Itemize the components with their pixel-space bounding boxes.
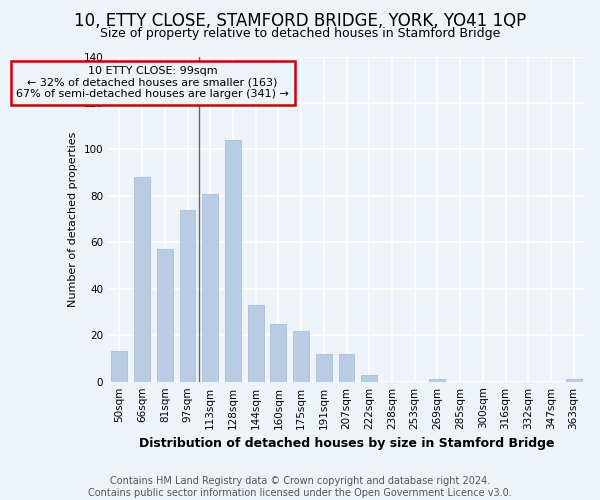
Text: Size of property relative to detached houses in Stamford Bridge: Size of property relative to detached ho… — [100, 28, 500, 40]
Text: 10 ETTY CLOSE: 99sqm
← 32% of detached houses are smaller (163)
67% of semi-deta: 10 ETTY CLOSE: 99sqm ← 32% of detached h… — [16, 66, 289, 100]
Bar — [134, 178, 150, 382]
Text: 10, ETTY CLOSE, STAMFORD BRIDGE, YORK, YO41 1QP: 10, ETTY CLOSE, STAMFORD BRIDGE, YORK, Y… — [74, 12, 526, 30]
Bar — [293, 330, 309, 382]
Bar — [430, 380, 445, 382]
Bar — [316, 354, 332, 382]
X-axis label: Distribution of detached houses by size in Stamford Bridge: Distribution of detached houses by size … — [139, 437, 554, 450]
Bar — [361, 374, 377, 382]
Bar — [225, 140, 241, 382]
Bar — [157, 250, 173, 382]
Bar — [566, 380, 581, 382]
Bar — [338, 354, 355, 382]
Bar — [248, 305, 263, 382]
Bar — [202, 194, 218, 382]
Bar — [271, 324, 286, 382]
Text: Contains HM Land Registry data © Crown copyright and database right 2024.
Contai: Contains HM Land Registry data © Crown c… — [88, 476, 512, 498]
Bar — [179, 210, 196, 382]
Y-axis label: Number of detached properties: Number of detached properties — [68, 132, 78, 307]
Bar — [112, 352, 127, 382]
